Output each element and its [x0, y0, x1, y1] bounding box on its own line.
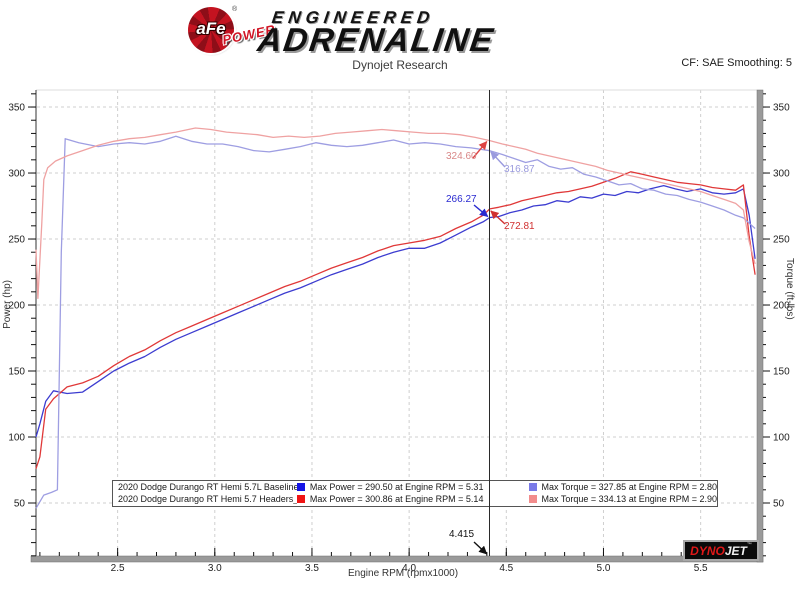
svg-text:4.5: 4.5	[499, 563, 513, 574]
registered-mark: ®	[232, 6, 238, 13]
svg-text:200: 200	[8, 301, 25, 312]
callout-baseline-torque: 316.87	[504, 164, 535, 175]
dynojet-jet-text: JET	[724, 543, 747, 558]
legend-file: 2020 Dodge Durango RT Hemi 5.7L Baseline…	[118, 482, 297, 492]
trademark-icon: ™	[746, 542, 752, 548]
legend-power-text: Max Power = 290.50 at Engine RPM = 5.31	[309, 482, 484, 492]
smoothing-label: CF: SAE Smoothing: 5	[681, 57, 792, 69]
svg-text:350: 350	[773, 103, 790, 114]
svg-text:250: 250	[773, 235, 790, 246]
legend-torque-text: Max Torque = 327.85 at Engine RPM = 2.80	[541, 482, 717, 492]
svg-text:300: 300	[8, 169, 25, 180]
legend-torque-text: Max Torque = 334.13 at Engine RPM = 2.90	[541, 494, 717, 504]
legend-power-swatch	[296, 483, 305, 491]
svg-text:5.5: 5.5	[694, 563, 708, 574]
svg-text:3.0: 3.0	[208, 563, 222, 574]
svg-text:150: 150	[8, 367, 25, 378]
svg-text:50: 50	[14, 499, 26, 510]
svg-text:50: 50	[773, 499, 785, 510]
dynojet-logo: DYNO JET ™	[683, 540, 759, 561]
legend-row-headers: 2020 Dodge Durango RT Hemi 5.7 Headers_3…	[113, 493, 717, 505]
legend-file: 2020 Dodge Durango RT Hemi 5.7 Headers_3…	[118, 494, 297, 504]
power-axis-label: Power (hp)	[2, 280, 13, 329]
legend-torque-swatch	[528, 495, 537, 503]
svg-text:300: 300	[773, 169, 790, 180]
callout-baseline-power: 266.27	[446, 194, 477, 205]
svg-text:5.0: 5.0	[597, 563, 611, 574]
callout-headers-power: 272.81	[504, 221, 535, 232]
cursor-line[interactable]	[489, 90, 490, 556]
dynojet-dyno-text: DYNO	[690, 543, 725, 558]
legend-power-text: Max Power = 300.86 at Engine RPM = 5.14	[309, 494, 484, 504]
svg-text:4.0: 4.0	[402, 563, 416, 574]
svg-text:100: 100	[773, 433, 790, 444]
afe-logo-text: aFe	[196, 19, 226, 38]
legend-row-baseline: 2020 Dodge Durango RT Hemi 5.7L Baseline…	[113, 481, 717, 493]
callout-headers-torque: 324.60	[446, 151, 477, 162]
torque-axis-label: Torque (ft-lbs)	[784, 258, 795, 320]
legend-power-swatch	[296, 495, 305, 503]
svg-text:200: 200	[773, 301, 790, 312]
svg-text:250: 250	[8, 235, 25, 246]
svg-text:2.5: 2.5	[111, 563, 125, 574]
chart-subtitle: Dynojet Research	[352, 58, 448, 72]
svg-text:3.5: 3.5	[305, 563, 319, 574]
svg-text:100: 100	[8, 433, 25, 444]
afe-logo: aFe	[188, 7, 234, 53]
legend-box: 2020 Dodge Durango RT Hemi 5.7L Baseline…	[112, 480, 718, 507]
svg-text:350: 350	[8, 103, 25, 114]
svg-text:150: 150	[773, 367, 790, 378]
rpm-axis-label: Engine RPM (rpmx1000)	[348, 568, 459, 579]
legend-torque-swatch	[528, 483, 537, 491]
cursor-value-label: 4.415	[449, 529, 475, 540]
